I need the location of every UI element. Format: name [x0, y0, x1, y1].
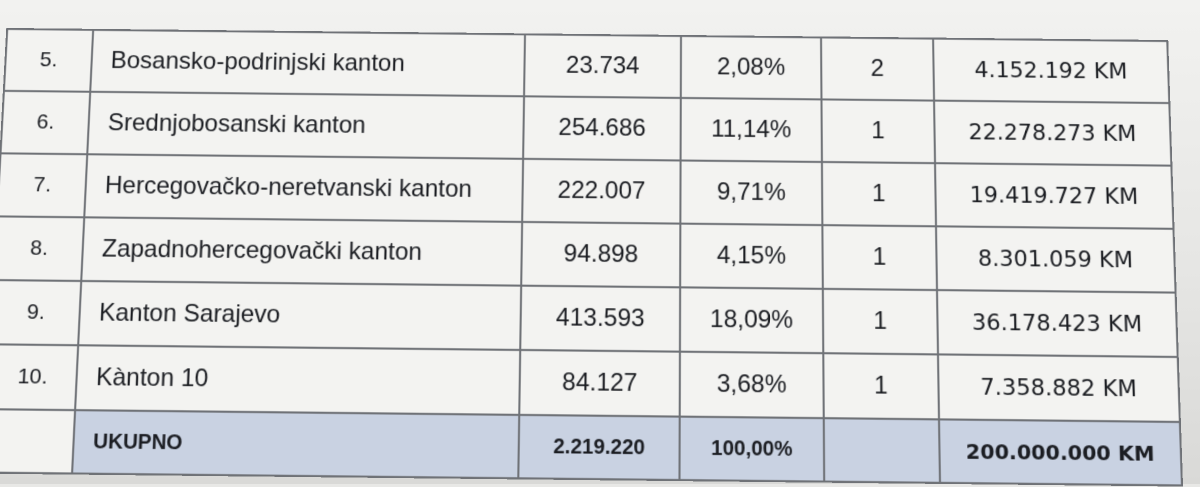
amount-cell: 8.301.059 KM: [936, 226, 1176, 293]
percent-cell: 4,15%: [680, 223, 823, 289]
seats-cell: 1: [822, 225, 937, 291]
canton-name: Kanton Sarajevo: [78, 280, 522, 350]
population-cell: 84.127: [519, 349, 680, 417]
canton-name: Zapadnohercegovački kanton: [81, 217, 523, 286]
row-index: 5.: [3, 28, 94, 92]
table-sheet: 5. Bosansko-podrinjski kanton 23.734 2,0…: [0, 28, 1183, 487]
row-index: 9.: [0, 280, 82, 346]
seats-cell: 1: [823, 353, 940, 420]
percent-cell: 9,71%: [680, 160, 823, 226]
amount-cell: 4.152.192 KM: [933, 38, 1170, 104]
total-label: UKUPNO: [72, 410, 520, 479]
population-cell: 23.734: [524, 34, 681, 98]
population-cell: 413.593: [520, 285, 681, 352]
percent-cell: 11,14%: [680, 97, 822, 162]
row-index: 6.: [0, 90, 91, 155]
total-row: UKUPNO 2.219.220 100,00% 200.000.000 KM: [0, 409, 1182, 486]
amount-cell: 19.419.727 KM: [935, 163, 1174, 229]
population-cell: 222.007: [522, 158, 681, 224]
row-index: 10.: [0, 344, 79, 411]
row-index: [0, 409, 76, 474]
canton-name: Hercegovačko-neretvanski kanton: [84, 154, 524, 222]
seats-cell: 1: [822, 288, 938, 355]
seats-cell: 1: [821, 99, 936, 164]
canton-name: Srednjobosanski kanton: [87, 91, 525, 159]
percent-cell: 2,08%: [680, 35, 822, 100]
amount-cell: 22.278.273 KM: [934, 100, 1172, 166]
population-cell: 254.686: [523, 96, 681, 161]
row-index: 7.: [0, 153, 88, 218]
percent-cell: 3,68%: [679, 351, 824, 419]
amount-cell: 7.358.882 KM: [937, 354, 1180, 422]
total-population: 2.219.220: [518, 414, 680, 481]
percent-cell: 18,09%: [679, 287, 824, 354]
total-percent: 100,00%: [679, 416, 825, 482]
seats-cell: 2: [821, 37, 935, 101]
population-cell: 94.898: [521, 221, 681, 288]
seats-cell: 1: [821, 161, 937, 227]
amount-cell: 36.178.423 KM: [936, 290, 1178, 357]
canton-name: Kànton 10: [75, 345, 521, 415]
row-index: 8.: [0, 216, 85, 281]
total-amount: 200.000.000 KM: [939, 419, 1182, 486]
total-seats: [823, 418, 940, 483]
canton-allocation-table: 5. Bosansko-podrinjski kanton 23.734 2,0…: [0, 28, 1183, 487]
canton-name: Bosansko-podrinjski kanton: [90, 29, 525, 97]
